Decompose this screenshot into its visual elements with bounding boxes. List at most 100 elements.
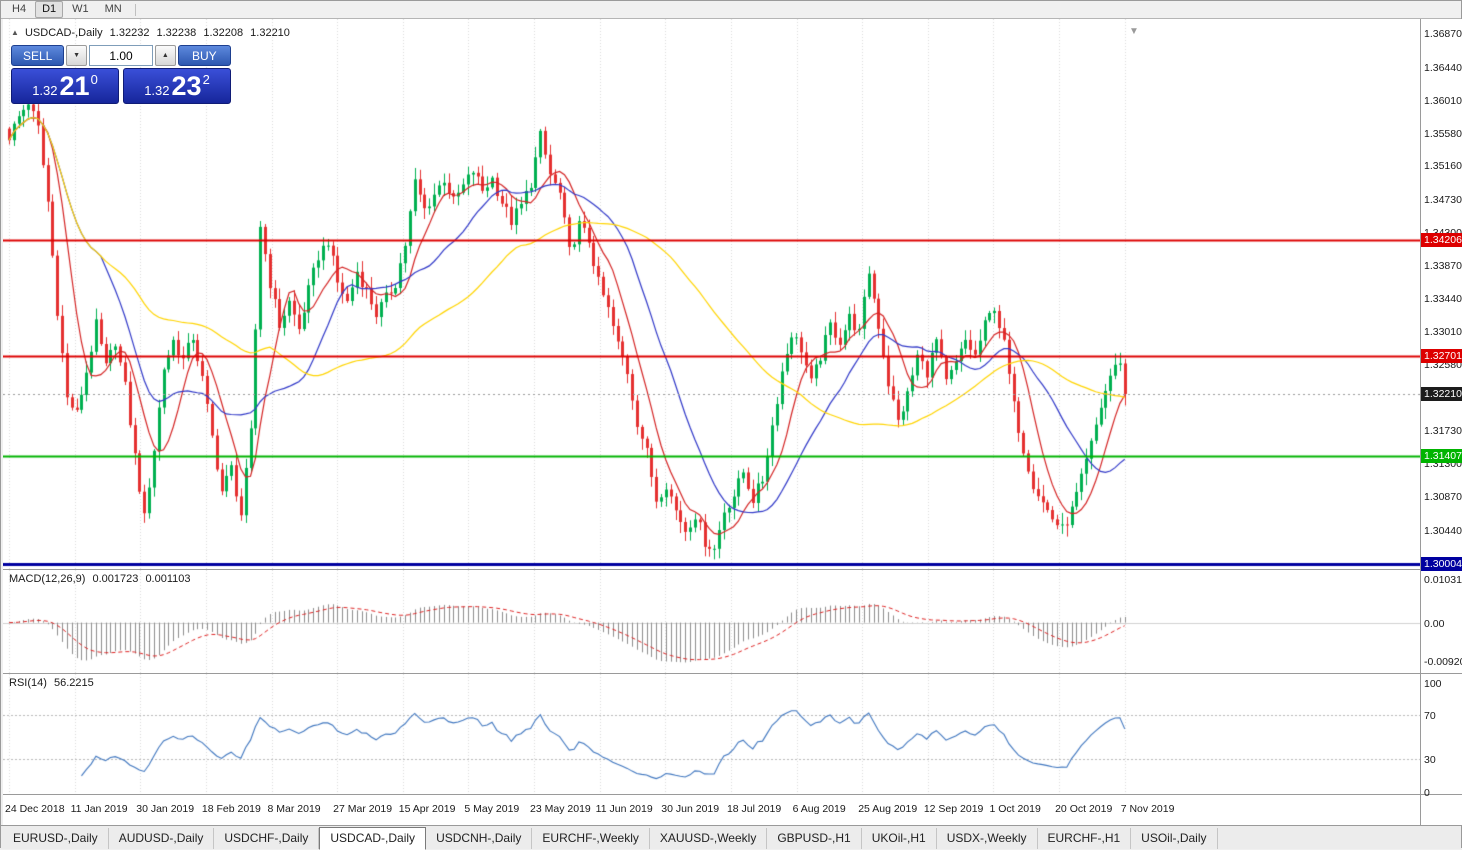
sell-price-point: 0 bbox=[90, 72, 98, 87]
level-price-tag: 1.30004 bbox=[1421, 557, 1462, 572]
buy-price-point: 2 bbox=[202, 72, 210, 87]
timeframe-button-h4[interactable]: H4 bbox=[12, 3, 27, 15]
buy-button[interactable]: BUY bbox=[177, 45, 231, 66]
price-scale-label: 1.33440 bbox=[1424, 293, 1462, 306]
rsi-scale-label: 100 bbox=[1424, 677, 1442, 690]
date-tick-label: 1 Oct 2019 bbox=[989, 803, 1041, 815]
macd-scale-label: -0.009203 bbox=[1424, 656, 1462, 669]
ohlc-close: 1.32210 bbox=[250, 27, 290, 39]
symbol-tab-usdx-weekly[interactable]: USDX-,Weekly bbox=[937, 828, 1038, 849]
buy-price-display[interactable]: 1.32 23 2 bbox=[123, 68, 231, 104]
sell-price-display[interactable]: 1.32 21 0 bbox=[11, 68, 119, 104]
symbol-tab-usdcnh-daily[interactable]: USDCNH-,Daily bbox=[426, 828, 533, 849]
symbol-marker-icon: ▲ bbox=[11, 28, 19, 37]
date-tick-label: 18 Jul 2019 bbox=[726, 803, 782, 815]
timeframe-toolbar: H4 D1 W1 MN bbox=[1, 1, 1461, 19]
rsi-label: RSI(14) 56.2215 bbox=[9, 677, 98, 689]
axis-panel-separator bbox=[1421, 673, 1462, 674]
symbol-tab-gbpusd-h1[interactable]: GBPUSD-,H1 bbox=[767, 828, 862, 849]
date-tick-label: 24 Dec 2018 bbox=[5, 803, 65, 815]
price-scale-label: 1.30440 bbox=[1424, 524, 1462, 537]
macd-value-main: 0.001723 bbox=[92, 573, 139, 585]
macd-label: MACD(12,26,9) 0.001723 0.001103 bbox=[9, 573, 195, 585]
timeframe-button-w1[interactable]: W1 bbox=[72, 3, 89, 15]
symbol-tab-eurusd-daily[interactable]: EURUSD-,Daily bbox=[3, 828, 109, 849]
buy-price-prefix: 1.32 bbox=[144, 83, 170, 98]
date-tick-label: 11 Jun 2019 bbox=[595, 803, 653, 815]
level-price-tag: 1.34206 bbox=[1421, 233, 1462, 248]
date-axis[interactable]: 24 Dec 2018 11 Jan 2019 30 Jan 2019 18 Feb … bbox=[3, 794, 1420, 826]
chart-title: ▲ USDCAD-,Daily 1.32232 1.32238 1.32208 … bbox=[11, 27, 294, 39]
symbol-tab-xauusd-weekly[interactable]: XAUUSD-,Weekly bbox=[650, 828, 768, 849]
symbol-tab-eurchf-weekly[interactable]: EURCHF-,Weekly bbox=[532, 828, 650, 849]
sell-button[interactable]: SELL bbox=[11, 45, 65, 66]
timeframe-button-group: H4 D1 W1 MN bbox=[5, 1, 129, 18]
date-tick-label: 25 Aug 2019 bbox=[858, 803, 918, 815]
volume-increment-button[interactable]: ▲ bbox=[155, 45, 176, 66]
one-click-trading-panel: SELL ▼ ▲ BUY 1.32 21 0 1.32 23 2 bbox=[11, 45, 231, 104]
candlestick-chart-canvas[interactable] bbox=[3, 19, 1420, 569]
rsi-canvas bbox=[3, 674, 1420, 795]
rsi-scale-label: 0 bbox=[1424, 786, 1430, 799]
macd-canvas bbox=[3, 570, 1420, 674]
price-scale-label: 1.36440 bbox=[1424, 61, 1462, 74]
price-scale-label: 1.35160 bbox=[1424, 160, 1462, 173]
symbol-tab-bar: EURUSD-,Daily AUDUSD-,Daily USDCHF-,Daily U… bbox=[1, 825, 1461, 850]
price-chart-panel[interactable]: ▲ USDCAD-,Daily 1.32232 1.32238 1.32208 … bbox=[3, 19, 1420, 569]
price-scale-label: 1.33870 bbox=[1424, 259, 1462, 272]
symbol-tab-usoil-daily[interactable]: USOil-,Daily bbox=[1131, 828, 1218, 849]
rsi-indicator-panel[interactable]: RSI(14) 56.2215 bbox=[3, 673, 1420, 795]
volume-decrement-button[interactable]: ▼ bbox=[66, 45, 87, 66]
date-tick-label: 30 Jun 2019 bbox=[661, 803, 720, 815]
date-tick-label: 27 Mar 2019 bbox=[333, 803, 393, 815]
ohlc-high: 1.32238 bbox=[156, 27, 197, 39]
ohlc-open: 1.32232 bbox=[109, 27, 150, 39]
level-price-tag: 1.32701 bbox=[1421, 349, 1462, 364]
symbol-tab-usdchf-daily[interactable]: USDCHF-,Daily bbox=[214, 828, 320, 849]
toolbar-separator bbox=[134, 3, 136, 16]
date-tick-label: 12 Sep 2019 bbox=[923, 803, 984, 815]
macd-name: MACD(12,26,9) bbox=[9, 573, 86, 585]
macd-indicator-panel[interactable]: MACD(12,26,9) 0.001723 0.001103 bbox=[3, 569, 1420, 674]
sell-price-prefix: 1.32 bbox=[32, 83, 58, 98]
date-tick-label: 20 Oct 2019 bbox=[1055, 803, 1113, 815]
ohlc-low: 1.32208 bbox=[203, 27, 244, 39]
sell-price-pips: 21 bbox=[59, 71, 90, 101]
macd-value-signal: 0.001103 bbox=[145, 573, 191, 585]
price-axis[interactable]: 1.36870 1.36440 1.36010 1.35580 1.35160 1.347… bbox=[1420, 19, 1462, 825]
date-tick-label: 7 Nov 2019 bbox=[1120, 803, 1175, 815]
timeframe-button-d1[interactable]: D1 bbox=[35, 1, 64, 18]
price-scale-label: 1.31730 bbox=[1424, 425, 1462, 438]
symbol-tab-ukoil-h1[interactable]: UKOil-,H1 bbox=[862, 828, 937, 849]
date-tick-label: 5 May 2019 bbox=[464, 803, 520, 815]
chart-shift-marker-icon[interactable]: ▼ bbox=[1129, 26, 1139, 37]
symbol-tab-usdcad-daily[interactable]: USDCAD-,Daily bbox=[319, 827, 427, 850]
rsi-scale-label: 30 bbox=[1424, 754, 1436, 767]
date-tick-label: 8 Mar 2019 bbox=[267, 803, 321, 815]
symbol-tab-audusd-daily[interactable]: AUDUSD-,Daily bbox=[109, 828, 215, 849]
date-tick-label: 30 Jan 2019 bbox=[136, 803, 195, 815]
volume-input[interactable] bbox=[89, 45, 153, 66]
date-tick-label: 6 Aug 2019 bbox=[792, 803, 846, 815]
level-price-tag: 1.31407 bbox=[1421, 449, 1462, 464]
rsi-name: RSI(14) bbox=[9, 677, 47, 689]
macd-scale-label: 0.00 bbox=[1424, 617, 1445, 630]
symbol-tab-eurchf-h1[interactable]: EURCHF-,H1 bbox=[1038, 828, 1132, 849]
trade-controls-row: SELL ▼ ▲ BUY bbox=[11, 45, 231, 66]
date-tick-label: 18 Feb 2019 bbox=[201, 803, 261, 815]
axis-panel-separator bbox=[1421, 794, 1462, 795]
timeframe-button-mn[interactable]: MN bbox=[104, 3, 122, 15]
price-scale-label: 1.35580 bbox=[1424, 127, 1462, 140]
price-scale-label: 1.36010 bbox=[1424, 94, 1462, 107]
buy-price-pips: 23 bbox=[171, 71, 202, 101]
rsi-scale-label: 70 bbox=[1424, 710, 1436, 723]
price-scale-label: 1.30870 bbox=[1424, 491, 1462, 504]
date-tick-label: 23 May 2019 bbox=[530, 803, 591, 815]
trade-prices-row: 1.32 21 0 1.32 23 2 bbox=[11, 68, 231, 104]
price-scale-label: 1.34730 bbox=[1424, 193, 1462, 206]
rsi-value: 56.2215 bbox=[53, 677, 94, 689]
macd-scale-label: 0.010311 bbox=[1424, 574, 1462, 587]
price-scale-label: 1.33010 bbox=[1424, 326, 1462, 339]
price-scale-label: 1.36870 bbox=[1424, 28, 1462, 41]
